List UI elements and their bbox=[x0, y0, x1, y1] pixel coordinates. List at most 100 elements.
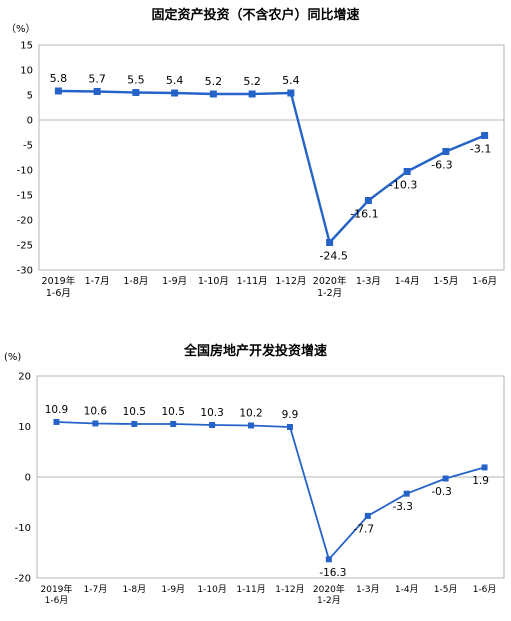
plot-frame bbox=[38, 44, 505, 271]
x-tick-label: 1-7月 bbox=[85, 276, 110, 287]
data-point bbox=[326, 239, 334, 246]
fixed-asset-investment-chart: 固定资产投资（不含农户）同比增速 （%） 15 10 5 0 -5 -10 -15 -20 -2… bbox=[0, 0, 511, 310]
data-label: 10.5 bbox=[123, 406, 146, 418]
data-label: -3.1 bbox=[470, 143, 491, 156]
data-point bbox=[54, 87, 62, 95]
y-tick-label: -20 bbox=[15, 574, 31, 585]
y-tick-label: -10 bbox=[15, 523, 31, 534]
data-point bbox=[442, 148, 450, 155]
data-label: 10.6 bbox=[84, 405, 108, 417]
x-tick-label: 1-4月 bbox=[395, 276, 420, 287]
data-point bbox=[364, 512, 371, 519]
series-line bbox=[58, 89, 486, 244]
chart-title: 固定资产投资（不含农户）同比增速 bbox=[151, 8, 360, 23]
data-label: 10.3 bbox=[200, 407, 223, 419]
data-label: -16.3 bbox=[319, 567, 346, 579]
x-tick-label: 1-7月 bbox=[84, 584, 108, 595]
y-tick-label: -5 bbox=[23, 141, 33, 152]
data-point bbox=[209, 421, 216, 428]
x-tick-label: 1-8月 bbox=[123, 276, 148, 287]
data-label: -24.5 bbox=[319, 250, 347, 263]
y-tick-label: 5 bbox=[27, 91, 33, 102]
y-axis-unit: （%） bbox=[6, 24, 36, 35]
data-label: -16.1 bbox=[350, 208, 378, 221]
data-label: 10.9 bbox=[45, 404, 68, 416]
y-tick-label: -15 bbox=[17, 191, 33, 202]
y-tick-label: -20 bbox=[17, 216, 33, 227]
x-tick-label: 2019年 bbox=[42, 275, 76, 287]
data-point bbox=[170, 420, 177, 427]
x-tick-label: 1-12月 bbox=[275, 276, 306, 287]
data-point bbox=[481, 464, 488, 471]
data-point bbox=[442, 475, 449, 482]
data-point bbox=[287, 89, 295, 97]
data-label: -10.3 bbox=[389, 179, 417, 192]
x-tick-label: 1-4月 bbox=[395, 584, 419, 595]
y-tick-label: 15 bbox=[20, 41, 33, 52]
x-tick-label: 1-11月 bbox=[237, 276, 268, 287]
y-tick-label: 0 bbox=[27, 116, 33, 127]
data-label: 1.9 bbox=[472, 475, 489, 487]
data-label: 5.2 bbox=[205, 75, 223, 88]
x-tick-label: 1-2月 bbox=[317, 288, 342, 299]
x-tick-label: 1-10月 bbox=[198, 276, 229, 287]
x-tick-label: 1-3月 bbox=[356, 276, 381, 287]
data-point bbox=[93, 88, 101, 95]
data-point bbox=[131, 420, 138, 427]
data-point bbox=[403, 490, 410, 497]
x-tick-label: 1-11月 bbox=[236, 584, 265, 595]
chart-title: 全国房地产开发投资增速 bbox=[183, 344, 327, 359]
data-point bbox=[248, 90, 256, 98]
x-tick-label: 1-6月 bbox=[473, 584, 497, 595]
y-tick-label: 10 bbox=[18, 422, 31, 433]
data-label: -7.7 bbox=[354, 523, 375, 535]
data-label: 10.5 bbox=[162, 406, 185, 418]
data-point bbox=[481, 132, 489, 139]
x-tick-label: 1-6月 bbox=[46, 288, 71, 299]
data-label: -0.3 bbox=[431, 486, 452, 498]
data-label: 5.2 bbox=[243, 75, 261, 88]
x-tick-label: 1-9月 bbox=[162, 276, 187, 287]
data-label: 9.9 bbox=[282, 409, 299, 421]
x-tick-label: 1-10月 bbox=[197, 584, 226, 595]
y-tick-label: 0 bbox=[25, 473, 31, 484]
data-point bbox=[171, 89, 179, 97]
series-line bbox=[56, 421, 485, 561]
x-tick-label: 1-5月 bbox=[434, 584, 458, 595]
data-point bbox=[53, 418, 60, 425]
data-point bbox=[132, 89, 140, 96]
data-point bbox=[403, 168, 411, 175]
y-tick-label: -25 bbox=[17, 241, 33, 252]
data-label: 5.4 bbox=[282, 74, 300, 87]
y-axis-unit: (%) bbox=[4, 352, 22, 363]
x-tick-label: 1-6月 bbox=[472, 276, 497, 287]
x-tick-label: 1-3月 bbox=[356, 584, 380, 595]
x-tick-label: 2020年 bbox=[313, 583, 345, 595]
data-label: -3.3 bbox=[392, 501, 413, 513]
data-point bbox=[364, 197, 372, 204]
x-tick-label: 2019年 bbox=[41, 583, 73, 595]
y-tick-label: -10 bbox=[17, 166, 33, 177]
real-estate-investment-chart: 全国房地产开发投资增速 (%) 20 10 0 -10 -20 2019年 1-6月 1-7月… bbox=[0, 334, 511, 621]
x-tick-label: 1-9月 bbox=[161, 584, 185, 595]
chart-plot: 20 10 0 -10 -20 2019年 1-6月 1-7月 1-8月 1-9月 1-10月 1-1… bbox=[15, 372, 505, 606]
x-tick-label: 1-5月 bbox=[433, 276, 458, 287]
x-tick-label: 1-2月 bbox=[317, 595, 341, 606]
data-point bbox=[209, 90, 217, 98]
data-point bbox=[286, 424, 293, 431]
x-tick-label: 1-12月 bbox=[275, 584, 304, 595]
data-label: -6.3 bbox=[431, 159, 452, 172]
data-label: 5.4 bbox=[166, 74, 184, 87]
data-label: 10.2 bbox=[239, 407, 262, 419]
data-point bbox=[325, 556, 332, 563]
data-point bbox=[248, 422, 255, 429]
x-tick-label: 2020年 bbox=[313, 275, 347, 287]
data-label: 5.7 bbox=[88, 73, 106, 86]
x-tick-label: 1-8月 bbox=[122, 584, 146, 595]
y-tick-label: 20 bbox=[18, 372, 31, 383]
y-tick-label: -30 bbox=[17, 266, 33, 277]
y-tick-label: 10 bbox=[20, 66, 33, 77]
data-label: 5.5 bbox=[127, 74, 145, 87]
data-label: 5.8 bbox=[50, 72, 68, 85]
